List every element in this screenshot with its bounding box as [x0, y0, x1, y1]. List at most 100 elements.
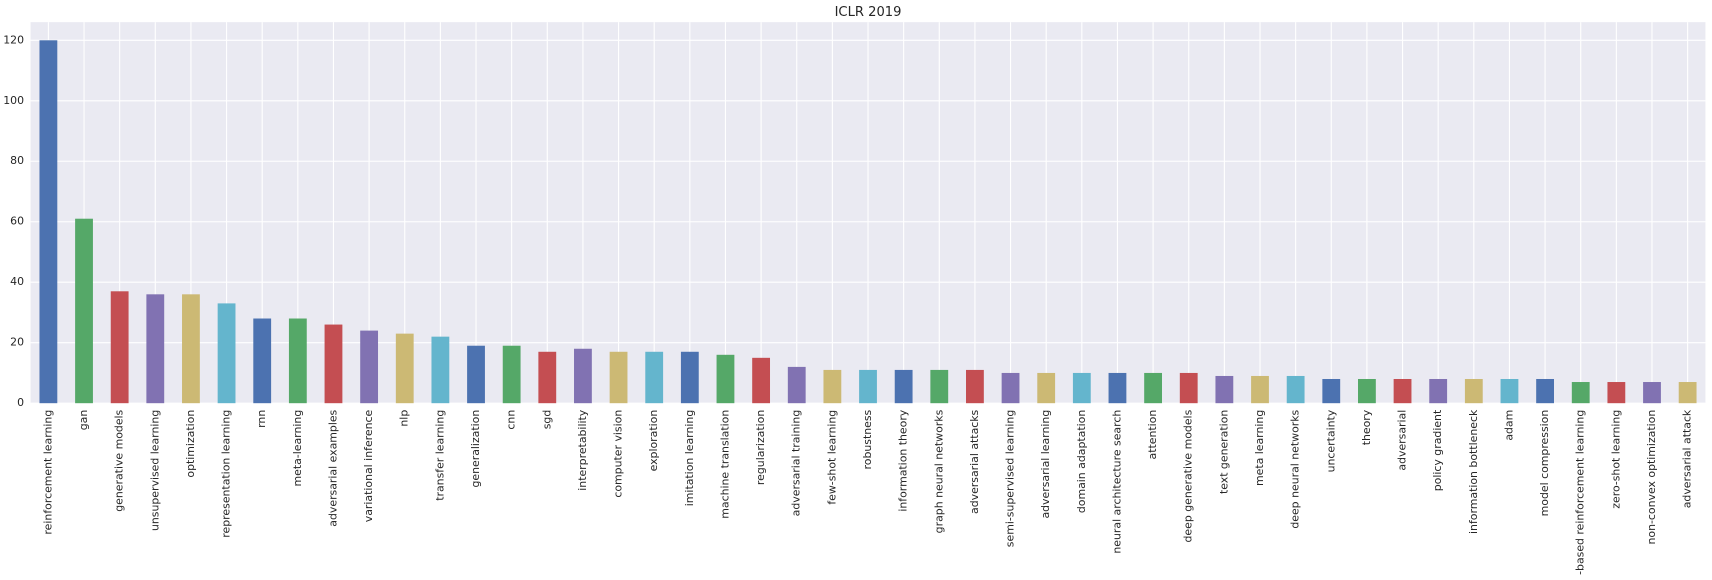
chart-title: ICLR 2019 [835, 5, 902, 20]
x-tick-label: generative models [113, 409, 126, 511]
x-tick-label: robustness [861, 409, 874, 469]
x-tick-label: zero-shot learning [1609, 410, 1622, 509]
x-tick-label: deep generative models [1182, 409, 1195, 542]
bar [1571, 382, 1590, 404]
bar [752, 357, 771, 404]
bar [1179, 372, 1198, 404]
y-tick-label: 120 [3, 33, 24, 46]
bar [1607, 382, 1626, 404]
x-tick-label: neural architecture search [1110, 410, 1123, 554]
bar [1286, 375, 1305, 404]
bar [1108, 372, 1127, 404]
x-tick-label: adversarial [1396, 410, 1409, 471]
x-tick-label: rnn [255, 410, 268, 428]
y-tick-label: 100 [3, 94, 24, 107]
bar [966, 369, 984, 404]
bar [859, 369, 877, 404]
bar [467, 345, 485, 404]
x-tick-label: meta learning [1253, 410, 1266, 486]
x-tick-label: theory [1360, 409, 1373, 445]
bar [288, 318, 307, 404]
x-tick-label: gan [77, 410, 90, 431]
x-tick-label: exploration [647, 410, 660, 472]
x-tick-label: sgd [540, 410, 553, 430]
bar [110, 291, 129, 404]
x-tick-label: optimization [184, 410, 197, 478]
x-tick-label: semi-supervised learning [1004, 410, 1017, 547]
bar [75, 218, 93, 404]
x-tick-label: policy gradient [1431, 409, 1444, 491]
bar [217, 303, 236, 404]
bar [1429, 378, 1448, 404]
bar [930, 369, 949, 404]
x-tick-label: transfer learning [433, 410, 446, 501]
bar [1037, 372, 1056, 404]
bar [1144, 372, 1163, 404]
bar [680, 351, 699, 404]
bar [1358, 378, 1376, 404]
x-tick-label: reinforcement learning [41, 410, 54, 535]
x-tick-label: domain adaptation [1075, 410, 1088, 513]
bar [502, 345, 521, 404]
bar [395, 333, 414, 404]
x-tick-label: computer vision [612, 410, 625, 498]
x-tick-label: adversarial training [790, 410, 803, 517]
bar [146, 294, 165, 404]
bar [894, 369, 913, 404]
y-tick-label: 0 [17, 396, 24, 409]
bar [431, 336, 450, 404]
x-tick-label: model-based reinforcement learning [1574, 410, 1587, 576]
x-tick-label: imitation learning [683, 410, 696, 507]
x-tick-label: text generation [1217, 410, 1230, 494]
bar [253, 318, 272, 404]
x-tick-label: model compression [1538, 410, 1551, 517]
bar [1678, 382, 1697, 404]
bar [609, 351, 628, 404]
x-tick-label: unsupervised learning [148, 410, 161, 531]
bar [538, 351, 557, 404]
x-tick-label: cnn [505, 410, 518, 430]
x-tick-label: information bottleneck [1467, 409, 1480, 534]
bar [324, 324, 343, 404]
x-tick-label: adam [1502, 410, 1515, 441]
bar [574, 348, 592, 404]
bar [1001, 372, 1020, 404]
x-tick-label: variational inference [362, 409, 375, 522]
x-tick-label: adversarial attack [1681, 409, 1694, 508]
x-tick-label: regularization [754, 410, 767, 485]
bar [1500, 378, 1519, 404]
y-tick-label: 80 [10, 154, 24, 167]
bar [182, 294, 200, 404]
bar [1643, 382, 1661, 404]
bar [645, 351, 664, 404]
x-tick-label: machine translation [718, 410, 731, 519]
x-tick-label: adversarial learning [1039, 410, 1052, 519]
bar [360, 330, 379, 404]
x-tick-label: graph neural networks [932, 409, 945, 533]
x-tick-label: representation learning [220, 410, 233, 538]
y-tick-label: 20 [10, 336, 24, 349]
bar [1464, 378, 1483, 404]
x-tick-label: adversarial examples [326, 409, 339, 526]
x-tick-label: interpretability [576, 409, 589, 491]
x-tick-label: deep neural networks [1289, 409, 1302, 528]
x-tick-label: nlp [398, 410, 411, 427]
x-tick-label: adversarial attacks [968, 409, 981, 514]
bar [787, 366, 806, 404]
x-tick-label: meta-learning [291, 410, 304, 487]
bar [1536, 378, 1554, 404]
bar [716, 354, 735, 404]
bar [1251, 375, 1269, 404]
x-tick-label: information theory [897, 409, 910, 511]
x-tick-label: attention [1146, 410, 1159, 460]
x-tick-label: non-convex optimization [1645, 410, 1658, 545]
bar [1393, 378, 1412, 404]
x-tick-label: generalization [469, 410, 482, 488]
bar [1072, 372, 1091, 404]
bar [1322, 378, 1341, 404]
y-tick-label: 40 [10, 275, 24, 288]
bar [823, 369, 842, 404]
y-tick-label: 60 [10, 215, 24, 228]
